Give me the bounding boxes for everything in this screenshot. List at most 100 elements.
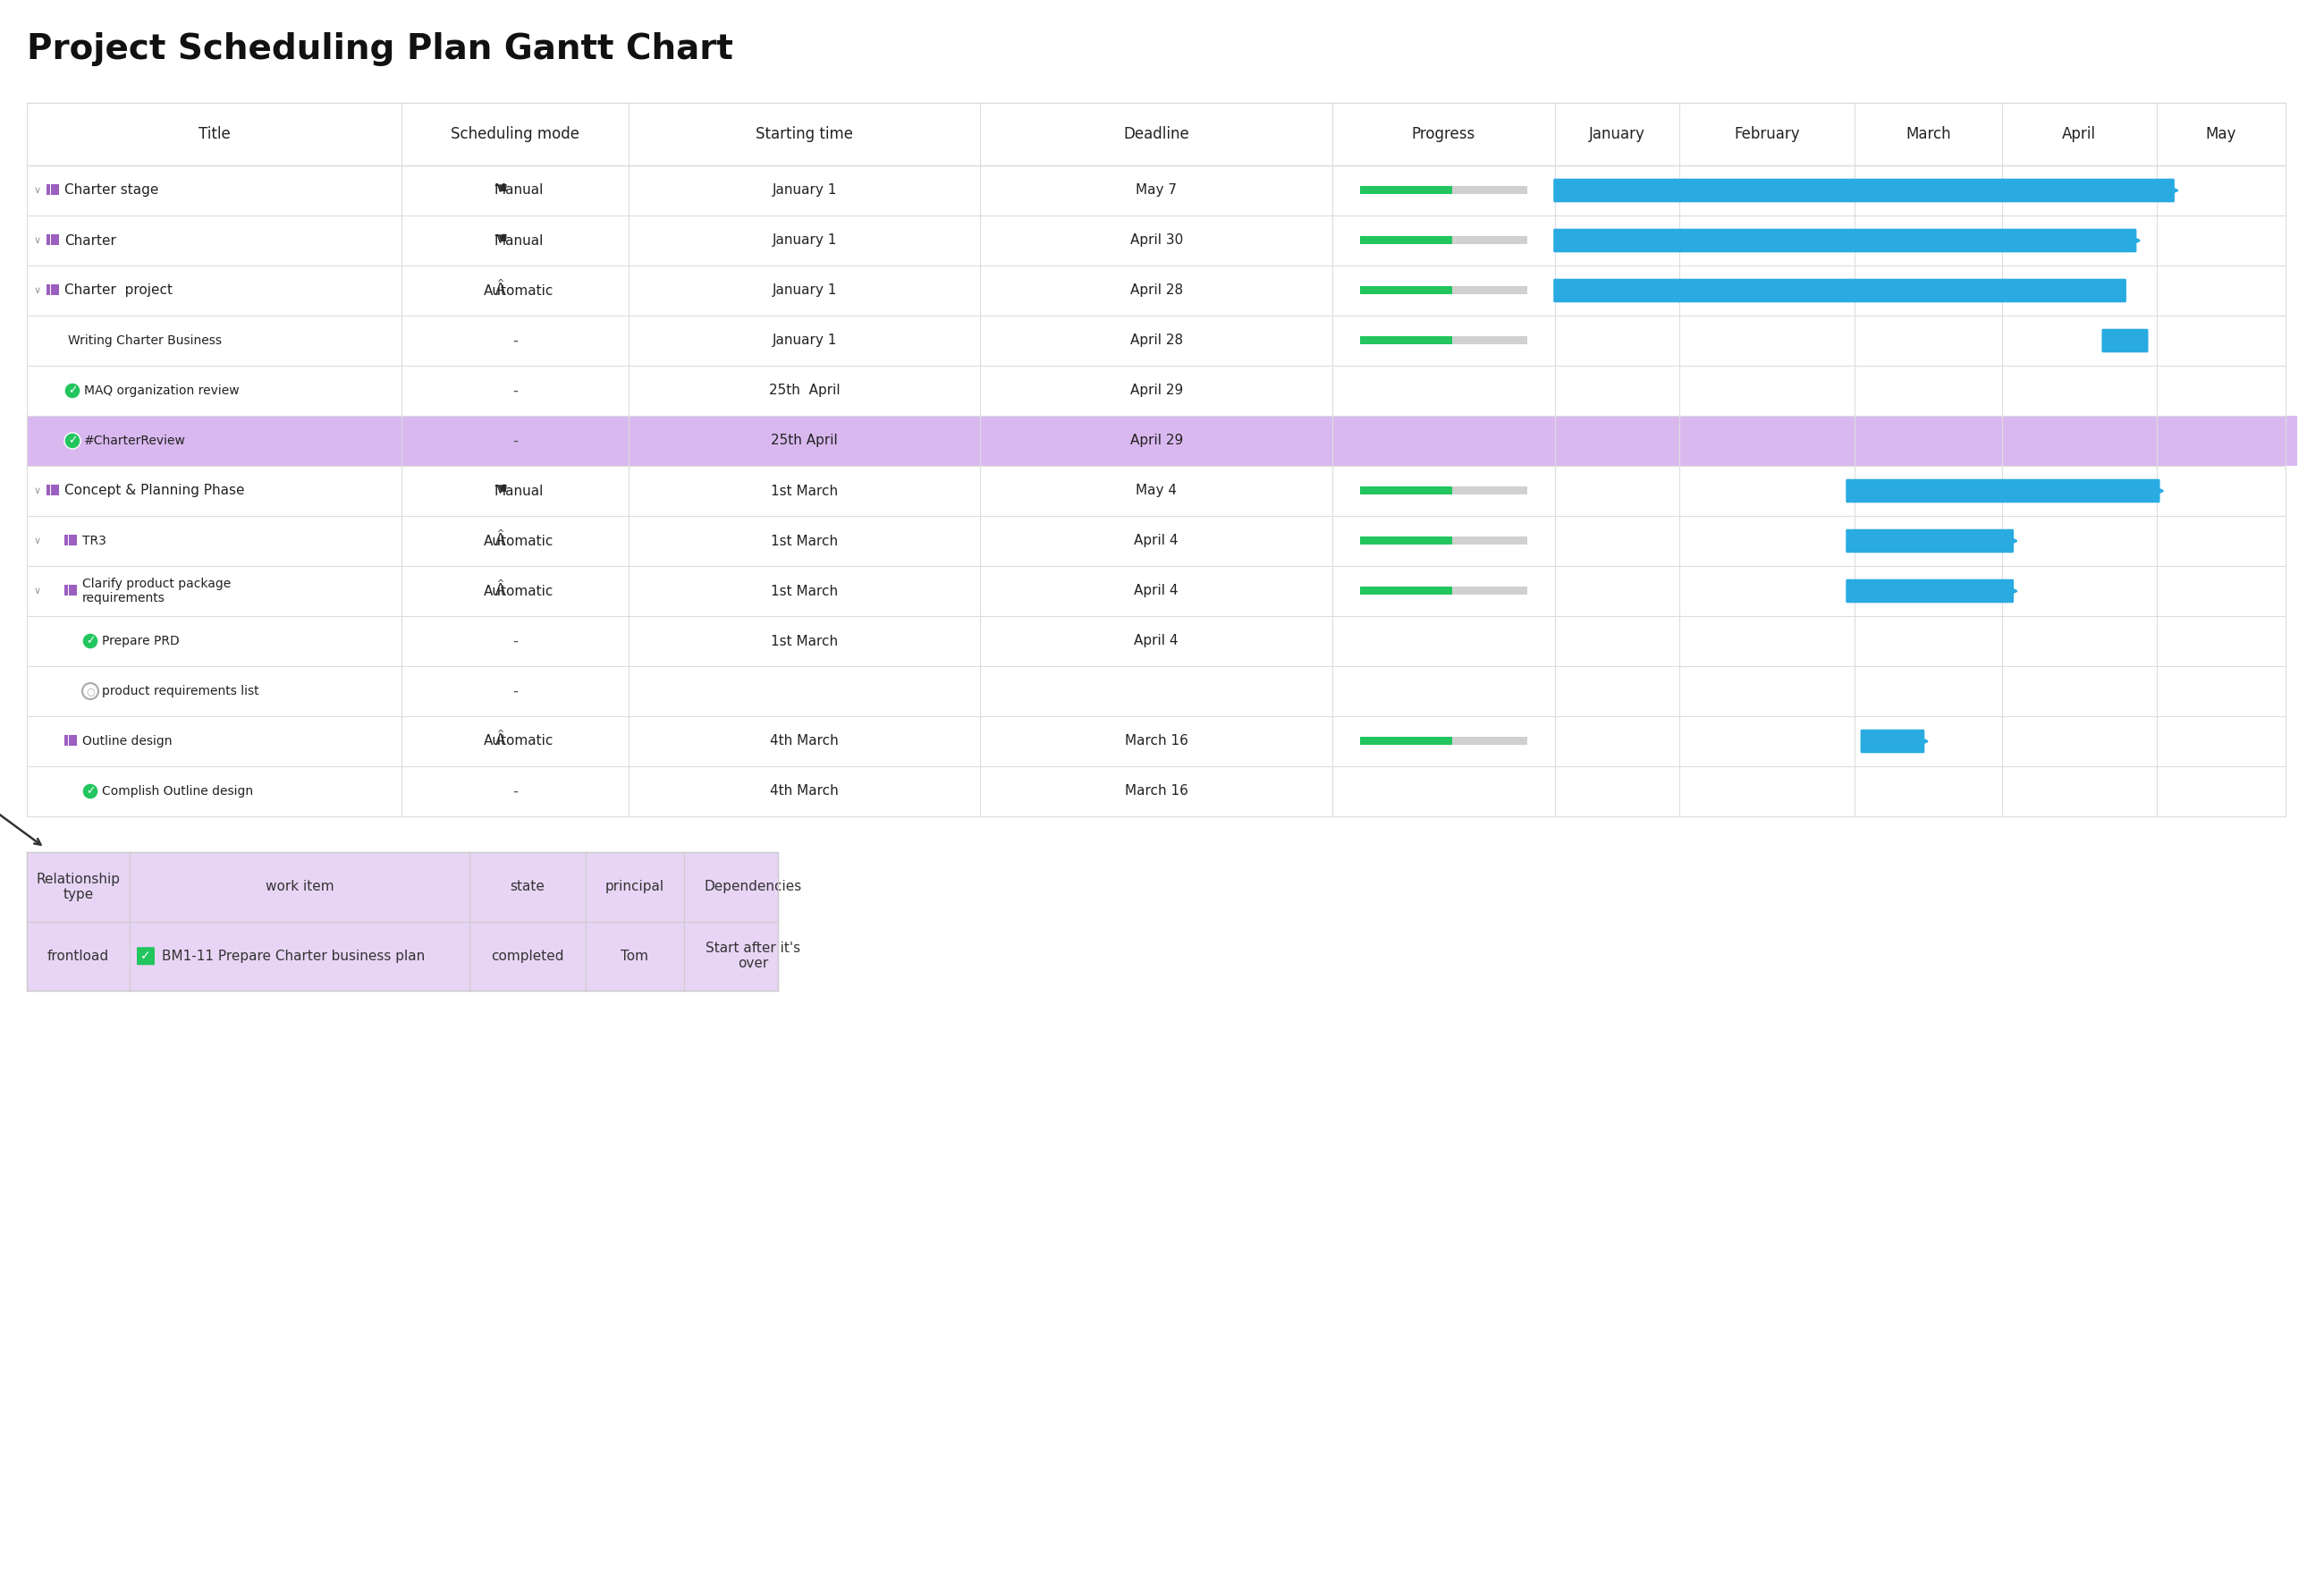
Text: ∨: ∨ — [35, 486, 42, 495]
Bar — [65, 738, 67, 742]
Text: 25th  April: 25th April — [769, 384, 839, 397]
Text: Relationship
type: Relationship type — [37, 872, 121, 902]
Bar — [1360, 286, 1527, 295]
Bar — [65, 538, 67, 542]
Text: January 1: January 1 — [772, 184, 837, 197]
Bar — [46, 484, 51, 488]
Text: MAQ organization review: MAQ organization review — [84, 384, 239, 397]
Text: March 16: March 16 — [1125, 784, 1188, 799]
Bar — [1360, 537, 1527, 545]
Bar — [51, 289, 58, 292]
Text: Tom: Tom — [621, 950, 648, 962]
Text: A: A — [495, 532, 507, 548]
Bar — [70, 735, 77, 738]
Bar — [65, 589, 67, 592]
Bar — [51, 292, 58, 295]
Bar — [1360, 737, 1452, 745]
Text: ∨: ∨ — [35, 537, 42, 545]
Text: April: April — [2061, 125, 2096, 143]
Text: ✓: ✓ — [139, 950, 151, 962]
Bar — [1360, 337, 1452, 345]
Text: state: state — [511, 880, 544, 894]
Text: -: - — [511, 332, 518, 349]
Text: March: March — [1906, 125, 1950, 143]
Text: Complish Outline design: Complish Outline design — [102, 784, 253, 797]
Text: Writing Charter Business: Writing Charter Business — [67, 335, 221, 346]
Bar — [46, 238, 51, 241]
Text: January 1: January 1 — [772, 233, 837, 248]
Text: -: - — [511, 434, 518, 449]
FancyBboxPatch shape — [1862, 729, 1924, 753]
Text: January 1: January 1 — [772, 333, 837, 348]
Text: -: - — [511, 783, 518, 799]
Text: #CharterReview: #CharterReview — [84, 435, 186, 448]
Text: product requirements list: product requirements list — [102, 684, 258, 697]
Bar — [1360, 186, 1527, 194]
Text: principal: principal — [604, 880, 665, 894]
Bar — [51, 489, 58, 492]
Text: Dependencies: Dependencies — [704, 880, 802, 894]
Text: 1st March: 1st March — [772, 584, 839, 597]
Text: May: May — [2205, 125, 2236, 143]
Text: ^: ^ — [497, 279, 504, 287]
Bar — [1360, 237, 1527, 245]
Text: ^: ^ — [497, 580, 504, 588]
Bar — [1360, 237, 1452, 245]
Text: Manual: Manual — [493, 184, 544, 197]
Bar — [70, 592, 77, 596]
Bar — [1360, 488, 1527, 495]
Bar — [51, 238, 58, 241]
Bar — [65, 586, 67, 588]
Bar — [46, 284, 51, 287]
Text: completed: completed — [490, 950, 565, 962]
Text: Scheduling mode: Scheduling mode — [451, 125, 579, 143]
Text: 25th April: 25th April — [772, 434, 839, 448]
Text: ☚: ☚ — [493, 230, 509, 246]
Circle shape — [65, 434, 81, 449]
Bar — [70, 738, 77, 742]
Text: ∨: ∨ — [35, 237, 42, 245]
Bar — [70, 542, 77, 545]
Text: May 7: May 7 — [1136, 184, 1176, 197]
Text: Prepare PRD: Prepare PRD — [102, 635, 179, 648]
Bar — [1360, 186, 1452, 194]
Text: -: - — [511, 383, 518, 399]
Bar — [1360, 737, 1527, 745]
Text: ^: ^ — [497, 729, 504, 738]
Text: April 4: April 4 — [1134, 534, 1178, 548]
Text: April 4: April 4 — [1134, 584, 1178, 597]
Text: Charter: Charter — [65, 233, 116, 248]
Text: A: A — [495, 583, 507, 599]
FancyBboxPatch shape — [2101, 329, 2147, 353]
Bar — [70, 589, 77, 592]
Text: A: A — [495, 732, 507, 748]
Circle shape — [81, 783, 98, 799]
Text: work item: work item — [265, 880, 335, 894]
Text: January: January — [1590, 125, 1645, 143]
Text: Manual: Manual — [493, 484, 544, 497]
Text: Automatic: Automatic — [483, 284, 553, 297]
FancyBboxPatch shape — [1552, 229, 2136, 252]
FancyBboxPatch shape — [1552, 178, 2175, 202]
Bar — [51, 235, 58, 238]
Bar — [46, 492, 51, 495]
FancyBboxPatch shape — [137, 946, 156, 966]
Text: frontload: frontload — [46, 950, 109, 962]
Text: ✓: ✓ — [86, 786, 95, 797]
Bar — [46, 241, 51, 245]
Bar — [65, 542, 67, 545]
Text: ☚: ☚ — [493, 481, 509, 497]
Text: Clarify product package
requirements: Clarify product package requirements — [81, 578, 230, 605]
Bar — [46, 192, 51, 195]
Text: Automatic: Automatic — [483, 534, 553, 548]
Bar — [51, 189, 58, 191]
Bar — [46, 489, 51, 492]
Text: Starting time: Starting time — [755, 125, 853, 143]
Text: Outline design: Outline design — [81, 735, 172, 748]
Text: BM1-11 Prepare Charter business plan: BM1-11 Prepare Charter business plan — [163, 950, 425, 962]
Text: April 29: April 29 — [1129, 384, 1183, 397]
Text: 1st March: 1st March — [772, 534, 839, 548]
Bar — [46, 292, 51, 295]
Text: 1st March: 1st March — [772, 634, 839, 648]
Bar — [51, 192, 58, 195]
